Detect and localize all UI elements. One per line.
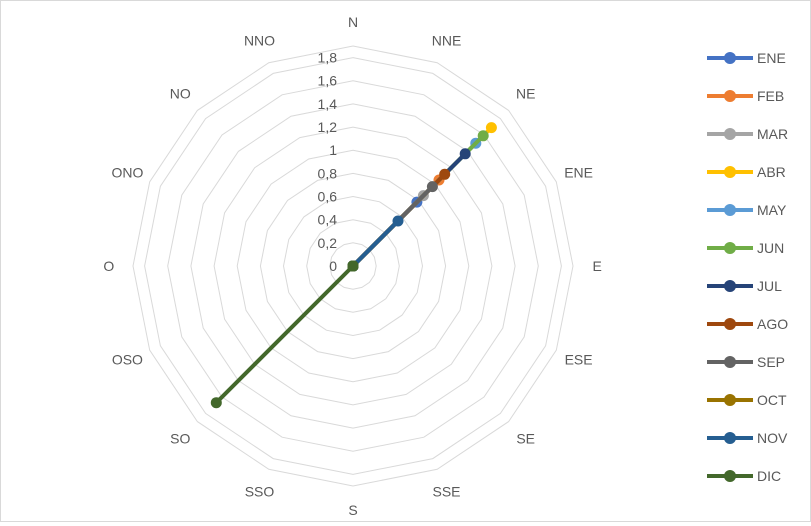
direction-label: OSO — [112, 352, 143, 368]
grid-ring — [329, 242, 377, 290]
grid-ring — [190, 103, 516, 429]
legend-label: SEP — [757, 354, 785, 370]
radial-tick-label: 1,2 — [318, 119, 338, 135]
legend-item: JUL — [707, 278, 782, 294]
radial-tick-labels: 0 0,2 0,4 0,6 0,8 1 1,2 1,4 1,6 1,8 — [318, 50, 338, 274]
grid-ring — [213, 126, 493, 406]
legend-item: NOV — [707, 430, 788, 446]
legend-item: OCT — [707, 392, 787, 408]
series-plot-area — [210, 122, 497, 409]
legend-marker — [724, 356, 736, 368]
legend-marker — [724, 90, 736, 102]
data-point — [485, 122, 497, 134]
series-line — [214, 264, 355, 405]
grid-ring — [306, 219, 400, 313]
legend-marker — [724, 394, 736, 406]
data-point — [426, 181, 438, 193]
legend-item: DIC — [707, 468, 781, 484]
direction-label: E — [593, 258, 602, 274]
radial-tick-label: 1 — [329, 142, 337, 158]
legend-marker — [724, 204, 736, 216]
legend-item: ENE — [707, 50, 786, 66]
direction-label: ENE — [564, 165, 593, 181]
legend-label: ENE — [757, 50, 786, 66]
radar-grid — [132, 45, 574, 487]
legend-label: MAR — [757, 126, 788, 142]
radial-tick-label: 1,4 — [318, 96, 338, 112]
legend-item: JUN — [707, 240, 784, 256]
legend-marker — [724, 432, 736, 444]
data-point — [392, 215, 404, 227]
series-line — [351, 219, 400, 268]
legend-item: SEP — [707, 354, 785, 370]
legend-label: MAY — [757, 202, 787, 218]
legend-label: DIC — [757, 468, 781, 484]
grid-ring — [259, 172, 447, 360]
direction-label: NO — [170, 85, 191, 101]
data-point — [459, 148, 471, 160]
radial-tick-label: 0,6 — [318, 189, 338, 205]
direction-label: SSE — [432, 484, 460, 500]
legend-label: OCT — [757, 392, 787, 408]
radial-tick-label: 0,8 — [318, 165, 338, 181]
data-point — [210, 397, 222, 409]
direction-label: S — [348, 502, 357, 518]
legend-item: AGO — [707, 316, 788, 332]
legend-marker — [724, 318, 736, 330]
direction-label: NE — [516, 85, 535, 101]
direction-label: SO — [170, 431, 190, 447]
legend-label: AGO — [757, 316, 788, 332]
direction-label: N — [348, 14, 358, 30]
legend-item: MAR — [707, 126, 788, 142]
legend-label: NOV — [757, 430, 788, 446]
direction-label: SSO — [245, 484, 275, 500]
grid-ring — [132, 45, 574, 487]
grid-ring — [282, 195, 424, 337]
series-dic — [210, 260, 359, 409]
direction-label: NNE — [432, 32, 462, 48]
legend-marker — [724, 166, 736, 178]
direction-label: SE — [516, 431, 535, 447]
direction-label: ONO — [111, 165, 143, 181]
legend-item: FEB — [707, 88, 784, 104]
direction-label: NNO — [244, 32, 275, 48]
legend-item: ABR — [707, 164, 786, 180]
legend-marker — [724, 470, 736, 482]
legend-marker — [724, 52, 736, 64]
radial-tick-label: 1,6 — [318, 73, 338, 89]
legend-label: JUL — [757, 278, 782, 294]
radial-tick-label: 1,8 — [318, 50, 338, 66]
legend-item: MAY — [707, 202, 787, 218]
data-point — [347, 260, 359, 272]
radial-tick-label: 0,4 — [318, 212, 338, 228]
grid-ring — [144, 57, 562, 475]
grid-ring — [236, 149, 470, 383]
radial-tick-label: 0,2 — [318, 235, 338, 251]
legend-marker — [724, 128, 736, 140]
data-point — [477, 130, 489, 142]
legend: ENE FEB MAR ABR MAY JUN JUL AGO SEP OCT NOV DIC — [707, 50, 788, 484]
data-point — [439, 168, 451, 180]
legend-marker — [724, 280, 736, 292]
legend-marker — [724, 242, 736, 254]
grid-ring — [167, 80, 539, 452]
direction-label: O — [103, 258, 114, 274]
radial-tick-label: 0 — [329, 258, 337, 274]
direction-label: ESE — [565, 352, 593, 368]
legend-label: JUN — [757, 240, 784, 256]
legend-label: ABR — [757, 164, 786, 180]
legend-label: FEB — [757, 88, 784, 104]
direction-labels: N NNE NE ENE E ESE SE SSE S SSO SO OSO O ONO NO NNO — [103, 14, 602, 518]
